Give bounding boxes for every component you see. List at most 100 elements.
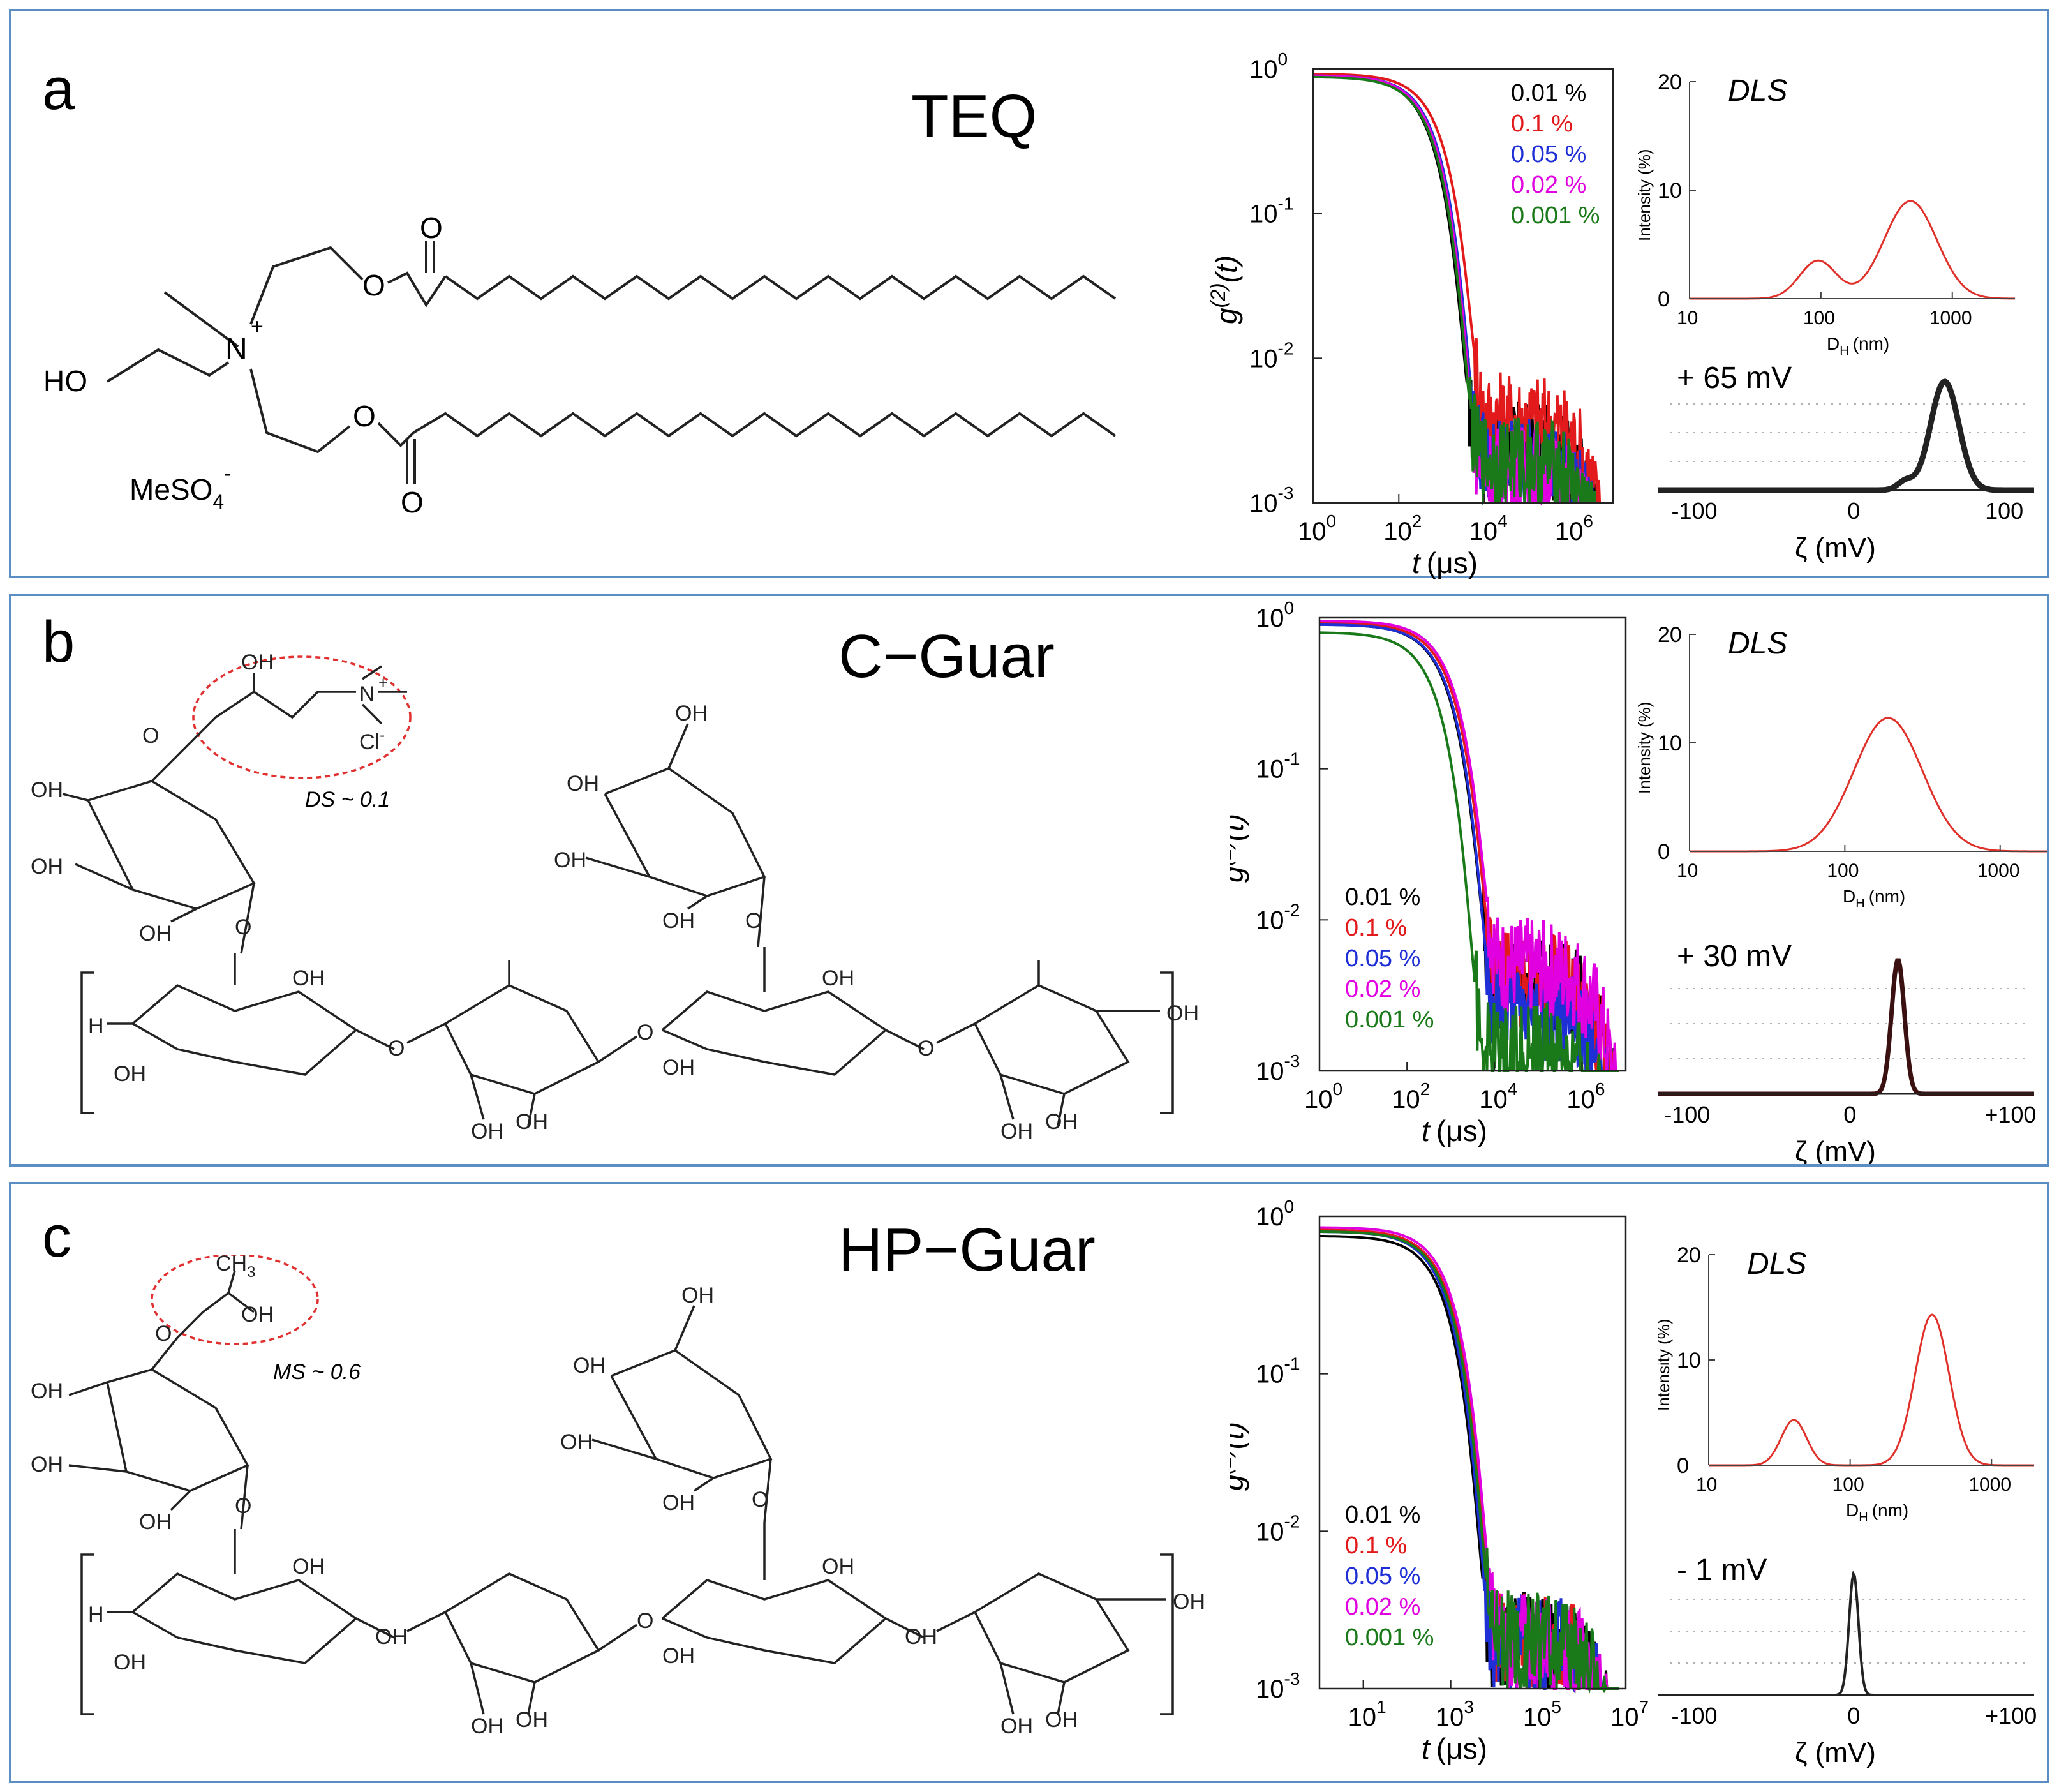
atom-o: O xyxy=(353,399,376,433)
atom-ch3: CH3 xyxy=(216,1255,255,1281)
atom-o: O xyxy=(235,1494,251,1518)
panel-c: c HP−Guar xyxy=(9,1182,2049,1783)
atom-cl: Cl- xyxy=(359,727,385,754)
g2-series-4 xyxy=(1319,631,1619,1072)
zeta-plot-b: -100 0 +100 + 30 mV ζ (mV) xyxy=(1658,939,2036,1164)
x-tick-label: 104 xyxy=(1469,511,1508,546)
dls-curve xyxy=(1690,200,2015,300)
compound-name: TEQ xyxy=(911,82,1037,151)
dls-x-label-sub: H xyxy=(1855,897,1864,911)
zeta-value: + 65 mV xyxy=(1677,361,1792,395)
y-tick-label: 10-1 xyxy=(1249,194,1293,228)
x-axis-label: t (μs) xyxy=(1412,546,1478,579)
compound-name: HP−Guar xyxy=(838,1216,1096,1284)
atom-oh: OH xyxy=(31,1452,63,1477)
y-label-g: g xyxy=(1230,866,1249,883)
y-label-t: (t) xyxy=(1230,1422,1249,1449)
atom-h: H xyxy=(88,1014,104,1038)
g2-plot-b: 100 102 104 106 100 10-1 10-2 10-3 g(2)(t) t(μs) 0… xyxy=(1230,599,1627,1147)
atom-oh: OH xyxy=(516,1708,548,1732)
zeta-x-tick-label: -100 xyxy=(1671,498,1717,524)
c-guar-structure: OH N + Cl- O OH OH OH O OH OH OH OH O H … xyxy=(31,653,1199,1144)
y-tick-label: 10-3 xyxy=(1256,1669,1300,1703)
dls-y-tick-label: 20 xyxy=(1677,1243,1701,1267)
legend-entry: 0.01 % xyxy=(1345,1502,1420,1528)
y-tick-label: 10-2 xyxy=(1256,1511,1300,1546)
atom-oh: OH xyxy=(114,1650,146,1675)
x-label-unit: (μs) xyxy=(1427,546,1478,579)
counterion: MeSO4- xyxy=(130,462,231,513)
atom-oh: OH xyxy=(662,1056,695,1080)
zeta-x-label: ζ (mV) xyxy=(1795,1136,1876,1164)
zeta-x-tick-label: -100 xyxy=(1664,1101,1710,1128)
zeta-x-tick-label: 100 xyxy=(1985,498,2023,524)
y-tick-label: 10-2 xyxy=(1256,900,1300,934)
dls-x-label: DH (nm) xyxy=(1846,1500,1908,1525)
atom-oh: OH xyxy=(905,1625,937,1649)
x-label-unit: (μs) xyxy=(1436,1732,1487,1765)
legend-entry: 0.001 % xyxy=(1345,1006,1434,1033)
atom-oh: OH xyxy=(139,1510,172,1534)
atom-oh: OH xyxy=(292,966,325,990)
x-label-t: t xyxy=(1422,1114,1431,1147)
x-tick-exp: 5 xyxy=(1551,1697,1561,1717)
y-tick-exp: -3 xyxy=(1278,483,1294,503)
dls-x-tick-label: 100 xyxy=(1832,1474,1864,1495)
atom-oh: OH xyxy=(139,922,172,946)
atom-h: H xyxy=(88,1602,104,1627)
atom-oh: OH xyxy=(554,848,586,872)
dls-y-tick-label: 20 xyxy=(1658,623,1682,647)
legend-entry: 0.05 % xyxy=(1345,945,1420,972)
atom-oh: OH xyxy=(681,1283,714,1308)
panel-a: a TEQ HO N + O O O O MeSO4 xyxy=(9,9,2049,579)
atom-oh: OH xyxy=(375,1625,408,1649)
x-tick-label: 106 xyxy=(1566,1079,1605,1114)
x-axis-label: t (μs) xyxy=(1422,1114,1487,1147)
dls-y-tick-label: 10 xyxy=(1677,1348,1701,1373)
teq-structure: HO N + O O O O MeSO4- xyxy=(43,211,1117,519)
zeta-x-tick-label: 0 xyxy=(1843,1101,1856,1128)
atom-oh: OH xyxy=(1045,1110,1078,1134)
dls-y-tick-label: 20 xyxy=(1658,70,1682,94)
dls-x-label-unit: (nm) xyxy=(1853,334,1890,354)
dls-x-label: DH (nm) xyxy=(1827,334,1889,358)
y-tick-exp: 0 xyxy=(1278,50,1288,69)
y-tick-label: 100 xyxy=(1249,50,1288,84)
x-label-t: t xyxy=(1422,1732,1431,1765)
dls-x-label-d: D xyxy=(1827,334,1840,354)
dls-y-label: Intensity (%) xyxy=(1658,1319,1673,1412)
y-label-sup: (2) xyxy=(1230,841,1236,866)
atom-oh: OH xyxy=(241,653,274,675)
x-tick-exp: 2 xyxy=(1420,1079,1431,1099)
legend-entry: 0.01 % xyxy=(1511,80,1586,107)
panel-letter: a xyxy=(42,57,75,122)
x-tick-exp: 7 xyxy=(1639,1697,1649,1717)
atom-o: O xyxy=(155,1322,172,1346)
x-tick-exp: 4 xyxy=(1508,1079,1518,1099)
y-label-g: g xyxy=(1230,1474,1249,1491)
x-tick-exp: 3 xyxy=(1464,1697,1474,1717)
hp-guar-structure: CH3 OH O OH OH OH O OH OH OH OH O H OH O… xyxy=(31,1255,1205,1738)
legend-entry: 0.001 % xyxy=(1511,202,1600,229)
atom-oh: OH xyxy=(1045,1708,1078,1732)
zeta-x-tick-label: +100 xyxy=(1984,1101,2036,1128)
y-tick-label: 10-2 xyxy=(1249,338,1293,373)
g2-plot-c: 10110310510710010-110-210-3g(2)(t)t(μs)0… xyxy=(1230,1197,1649,1765)
atom-oh: OH xyxy=(662,1644,695,1668)
y-tick-label: 100 xyxy=(1256,1197,1294,1231)
legend-entry: 0.01 % xyxy=(1345,884,1420,911)
legend-entry: 0.02 % xyxy=(1345,1594,1420,1620)
atom-oh: OH xyxy=(1166,1001,1199,1026)
atom-oh: OH xyxy=(662,1491,695,1515)
atom-n: N xyxy=(225,332,248,366)
legend-entry: 0.05 % xyxy=(1511,141,1586,168)
zeta-x-tick-label: 0 xyxy=(1847,498,1860,524)
x-tick-label: 105 xyxy=(1523,1697,1561,1731)
dls-x-label: DH (nm) xyxy=(1843,886,1905,911)
atom-o: O xyxy=(637,1020,653,1045)
zeta-value: + 30 mV xyxy=(1677,939,1792,973)
y-tick-exp: -1 xyxy=(1278,194,1294,214)
y-label-sup: (2) xyxy=(1230,1449,1236,1474)
